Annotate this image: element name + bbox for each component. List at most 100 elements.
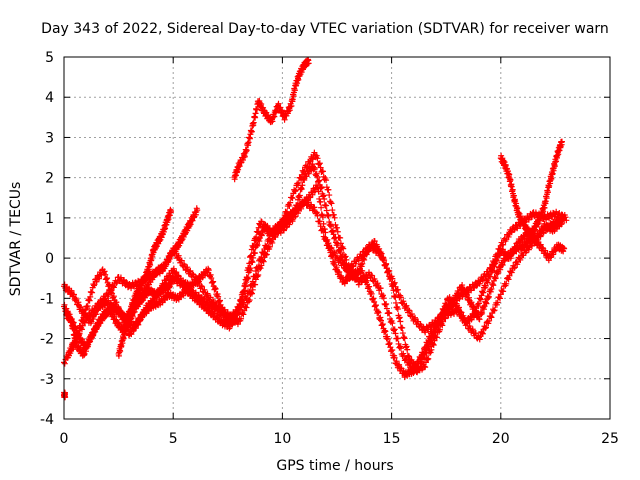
data-point <box>209 279 216 286</box>
data-point <box>383 260 390 267</box>
data-point <box>479 329 486 336</box>
data-point <box>286 221 293 228</box>
data-point <box>101 268 108 275</box>
data-point <box>295 179 302 186</box>
data-point <box>537 233 544 240</box>
data-point <box>86 297 93 304</box>
data-point <box>173 269 180 276</box>
data-point <box>424 356 431 363</box>
data-point <box>539 230 546 237</box>
data-point <box>215 293 222 300</box>
data-point <box>75 299 82 306</box>
data-point <box>476 316 483 323</box>
data-point <box>311 164 318 171</box>
data-point <box>397 318 404 325</box>
data-point <box>354 274 361 281</box>
data-point <box>331 235 338 242</box>
data-point <box>298 175 305 182</box>
data-point <box>355 257 362 264</box>
x-tick-label: 25 <box>601 431 619 447</box>
data-point <box>396 361 403 368</box>
data-point <box>319 168 326 175</box>
data-point <box>500 288 507 295</box>
data-point <box>318 211 325 218</box>
data-point <box>559 213 566 220</box>
data-point <box>406 359 413 366</box>
data-point <box>401 335 408 342</box>
data-point <box>374 308 381 315</box>
data-point <box>485 293 492 300</box>
data-point <box>90 316 97 323</box>
data-point <box>458 310 465 317</box>
data-point <box>295 193 302 200</box>
data-point <box>389 347 396 354</box>
data-point <box>314 173 321 180</box>
data-point <box>292 187 299 194</box>
data-point <box>280 217 287 224</box>
data-point <box>334 224 340 231</box>
data-point <box>252 237 259 244</box>
data-point <box>253 106 260 113</box>
data-point <box>139 313 146 320</box>
data-point <box>377 317 384 324</box>
y-tick-label: 1 <box>45 211 54 227</box>
data-point <box>170 265 177 272</box>
data-point <box>184 283 191 290</box>
data-point <box>482 299 489 306</box>
data-point <box>323 177 330 184</box>
y-tick-label: -3 <box>40 372 54 388</box>
data-point <box>485 294 492 301</box>
series-sat-g <box>497 138 565 239</box>
data-point <box>213 300 220 307</box>
data-point <box>243 276 250 283</box>
data-point <box>221 306 228 313</box>
data-point <box>249 286 256 293</box>
data-point <box>68 287 75 294</box>
data-point <box>393 358 400 365</box>
data-point <box>386 267 393 274</box>
data-point <box>386 340 393 347</box>
data-point <box>215 303 222 310</box>
data-point <box>246 260 253 267</box>
data-point <box>342 253 349 260</box>
data-point <box>427 349 434 356</box>
data-point <box>205 265 212 272</box>
data-point <box>479 288 486 295</box>
data-point <box>68 347 75 354</box>
data-point <box>392 283 399 290</box>
data-point <box>77 303 84 310</box>
data-point <box>465 294 472 301</box>
data-point <box>110 283 117 290</box>
data-point <box>311 204 318 211</box>
data-point <box>315 188 322 195</box>
data-point <box>309 156 316 163</box>
data-point <box>459 293 466 300</box>
data-point <box>374 280 381 287</box>
data-point <box>184 264 191 271</box>
data-point <box>120 278 127 285</box>
data-point <box>463 319 470 326</box>
data-point <box>493 253 500 260</box>
data-point <box>382 301 389 308</box>
data-point <box>113 280 120 287</box>
data-point <box>243 274 250 281</box>
data-point <box>433 334 440 341</box>
data-point <box>250 242 257 249</box>
data-point <box>249 259 256 266</box>
x-tick-label: 0 <box>60 431 69 447</box>
data-point <box>313 209 320 216</box>
y-tick-label: 2 <box>45 171 54 187</box>
data-point <box>243 304 250 311</box>
data-point <box>250 119 257 126</box>
data-point <box>477 296 484 303</box>
data-point <box>489 281 496 288</box>
x-tick-label: 15 <box>383 431 401 447</box>
data-point <box>476 280 483 287</box>
data-point <box>467 300 474 307</box>
data-point <box>384 336 391 343</box>
data-point <box>189 270 196 277</box>
data-point <box>359 260 366 267</box>
data-point <box>255 271 262 278</box>
data-point <box>403 343 410 350</box>
data-point <box>431 337 438 344</box>
